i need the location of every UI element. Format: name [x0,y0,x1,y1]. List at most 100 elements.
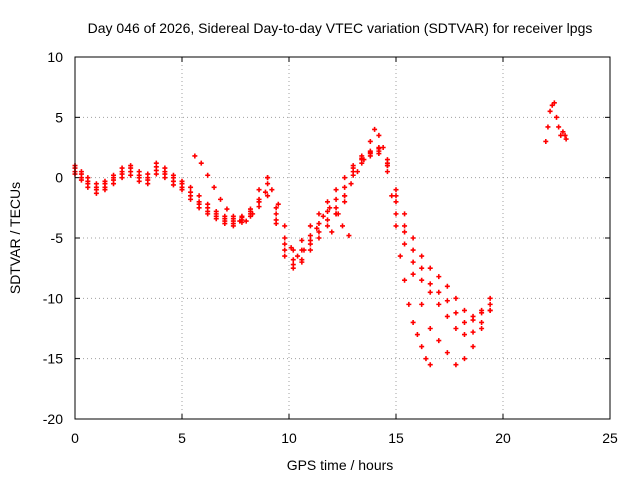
data-point-trace-3 [170,175,176,181]
data-point-trace-4 [179,187,185,193]
data-point-trace-4 [402,241,408,247]
data-point-trace-3 [265,181,271,187]
data-point-trace-1 [196,193,202,199]
data-point-trace-5 [423,356,429,362]
data-point-trace-3 [487,301,493,307]
data-point-trace-3 [128,165,134,171]
data-point-trace-7 [554,114,559,120]
data-point-trace-5 [414,332,420,338]
data-point-trace-3 [119,169,125,175]
data-point-trace-3 [179,181,185,187]
data-point-trace-3 [325,208,331,214]
grid-lines [75,57,610,419]
data-point-trace-3 [402,223,408,229]
data-point-trace-6 [237,218,243,224]
x-tick-label: 20 [495,430,511,446]
data-points [72,100,569,368]
data-point-trace-4 [205,211,211,217]
data-point-trace-4 [299,259,305,265]
data-point-trace-4 [170,182,176,188]
y-tick-label: 0 [55,170,63,186]
data-point-trace-3 [393,193,399,199]
data-point-trace-3 [239,214,245,220]
data-point-trace-6 [327,205,333,211]
data-point-trace-5 [367,138,373,144]
data-point-trace-2 [427,289,433,295]
data-point-trace-5 [372,126,378,132]
data-point-trace-2 [333,205,339,211]
data-point-trace-3 [153,164,159,170]
data-point-trace-3 [196,199,202,205]
data-point-trace-3 [316,221,322,227]
data-point-trace-3 [102,181,108,187]
data-point-trace-1 [342,175,348,181]
data-point-trace-4 [307,247,313,253]
data-point-trace-4 [487,307,493,313]
data-point-trace-3 [78,171,84,177]
y-tick-label: 5 [55,109,63,125]
data-point-trace-2 [316,229,322,235]
y-tick-label: -5 [51,230,64,246]
data-point-trace-1 [325,199,331,205]
data-point-trace-3 [188,189,194,195]
data-point-trace-2 [419,277,425,283]
data-point-trace-2 [410,259,416,265]
data-point-trace-5 [384,163,390,169]
data-point-trace-3 [145,175,151,181]
data-point-trace-3 [111,175,117,181]
data-point-trace-1 [419,253,425,259]
data-point-trace-4 [444,350,450,356]
data-point-trace-3 [205,205,211,211]
data-point-trace-7 [558,132,564,138]
data-point-trace-1 [444,283,450,289]
data-point-trace-4 [410,271,416,277]
data-point-trace-4 [188,196,194,202]
data-point-trace-5 [361,157,367,163]
data-point-trace-7 [556,124,562,130]
data-point-trace-3 [479,310,485,316]
data-point-trace-6 [211,184,217,190]
data-point-trace-7 [543,138,549,144]
data-point-trace-6 [320,213,326,219]
data-point-trace-5 [329,229,335,235]
data-point-trace-4 [256,204,262,210]
data-point-trace-7 [560,129,566,135]
data-point-trace-4 [350,172,356,178]
data-point-trace-3 [419,265,425,271]
data-point-trace-4 [479,326,485,331]
data-point-trace-6 [282,223,288,229]
data-point-trace-1 [265,193,271,199]
x-tick-label: 25 [602,430,618,446]
data-point-trace-3 [85,178,91,184]
data-point-trace-4 [128,172,134,178]
data-point-trace-4 [393,211,399,217]
data-point-trace-4 [419,301,425,307]
data-point-trace-7 [563,136,569,142]
data-point-trace-3 [273,205,279,211]
data-point-trace-1 [188,184,194,190]
data-point-trace-4 [78,177,84,183]
data-point-trace-6 [301,247,307,253]
data-point-trace-1 [427,265,433,271]
data-point-trace-5 [419,344,425,350]
data-point-trace-6 [333,211,339,217]
data-point-trace-1 [299,237,305,243]
data-point-trace-1 [410,235,416,241]
y-tick-label: -10 [43,290,63,306]
x-tick-label: 15 [388,430,404,446]
data-point-trace-5 [354,169,360,175]
data-point-trace-4 [102,187,108,193]
data-point-trace-6 [307,237,313,243]
data-point-trace-3 [342,184,348,190]
data-point-trace-1 [487,295,493,301]
y-axis-label: SDTVAR / TECUs [7,182,23,294]
data-point-trace-6 [295,253,301,259]
data-point-trace-5 [348,181,354,187]
data-point-trace-6 [198,160,204,166]
data-point-trace-5 [376,132,382,138]
y-tick-label: 10 [47,49,63,65]
data-point-trace-3 [307,233,313,239]
data-point-trace-4 [111,181,117,187]
